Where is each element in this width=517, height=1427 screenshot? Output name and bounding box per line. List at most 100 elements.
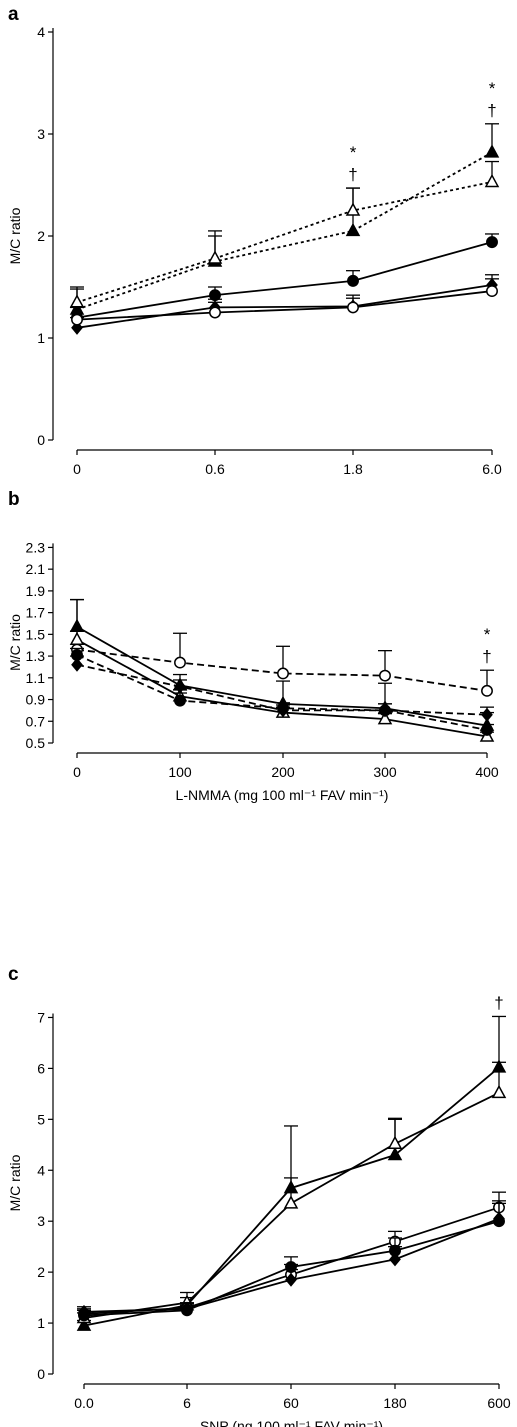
series-2: [77, 1191, 506, 1320]
data-point: [389, 1252, 401, 1267]
y-tick-label: 3: [37, 126, 45, 142]
data-point: [387, 1146, 403, 1161]
data-point: [78, 1304, 90, 1319]
x-tick-label: 6: [183, 1395, 191, 1411]
data-point: [484, 173, 500, 188]
panel-b: b 0.5 0.7 0.9 1.1 1.3 1.5 1.7 1.9 2.1 2.3 0 100 200 30…: [0, 485, 517, 960]
significance-mark: †: [494, 993, 503, 1012]
y-tick-label: 2.3: [26, 539, 46, 555]
data-point: [283, 1195, 299, 1209]
data-point: [71, 313, 83, 326]
data-point: [76, 1317, 92, 1331]
data-point: [486, 236, 498, 249]
series-line: [76, 284, 493, 329]
significance-mark: *: [484, 625, 491, 644]
y-tick-label: 1.3: [26, 648, 46, 664]
y-tick-label: 2: [37, 228, 45, 244]
y-axis-label: M/C ratio: [7, 1154, 23, 1211]
data-point: [486, 285, 498, 298]
data-point: [481, 724, 493, 736]
y-axis-label: M/C ratio: [7, 207, 23, 264]
x-tick-label: 100: [168, 764, 192, 780]
y-tick-label: 3: [37, 1213, 45, 1229]
significance-mark: †: [482, 647, 491, 666]
data-point: [347, 274, 359, 287]
series-4: [70, 278, 499, 326]
data-point: [345, 202, 361, 216]
data-point: [277, 667, 289, 680]
chart-b: b 0.5 0.7 0.9 1.1 1.3 1.5 1.7 1.9 2.1 2.3 0 100 200 30…: [7, 489, 499, 803]
data-point: [345, 222, 361, 237]
panel-label: b: [8, 489, 20, 510]
data-point: [379, 704, 391, 717]
y-tick-label: 1.5: [26, 626, 46, 642]
x-axis-label: Serotonin (ng 100 ml⁻¹ FAV min⁻¹): [177, 484, 391, 485]
chart-a: a 0 1 2 3 4 0 0.6 1.8 6.0 Serotonin (ng 100 ml⁻¹ F…: [7, 4, 502, 485]
x-tick-label: 400: [475, 764, 499, 780]
series-line: [76, 638, 488, 738]
data-point: [69, 618, 85, 632]
data-point: [209, 306, 221, 319]
significance-mark: †: [348, 165, 357, 184]
series-3: [77, 1202, 506, 1322]
data-point: [71, 649, 83, 661]
data-point: [71, 657, 83, 672]
x-tick-label: 600: [487, 1395, 511, 1411]
panel-label: a: [8, 4, 19, 25]
y-tick-label: 2.1: [26, 561, 46, 577]
y-tick-label: 2: [37, 1264, 45, 1280]
y-tick-label: 0: [37, 1366, 45, 1382]
series-0: [69, 123, 500, 315]
x-axis-label: SNP (ng 100 ml⁻¹ FAV min⁻¹): [200, 1418, 383, 1427]
data-point: [174, 656, 186, 669]
y-tick-label: 1: [37, 330, 45, 346]
data-point: [347, 301, 359, 314]
series-2: [69, 630, 495, 742]
y-tick-label: 4: [37, 24, 45, 40]
x-tick-label: 60: [283, 1395, 299, 1411]
data-point: [484, 144, 500, 158]
data-point: [277, 702, 289, 715]
data-point: [493, 1211, 505, 1226]
panel-a: a 0 1 2 3 4 0 0.6 1.8 6.0 Serotonin (ng 100 ml⁻¹ F…: [0, 0, 517, 485]
data-point: [491, 1084, 507, 1099]
significance-mark: *: [350, 143, 357, 162]
chart-c: c 0 1 2 3 4 5 6 7 0.0 6 60 180 600 SNP (ng 100 ml⁻¹ FA…: [7, 964, 511, 1427]
x-tick-label: 0.6: [205, 461, 225, 477]
x-axis-label: L-NMMA (mg 100 ml⁻¹ FAV min⁻¹): [176, 787, 389, 803]
series-line: [76, 290, 493, 321]
x-tick-label: 180: [383, 1395, 407, 1411]
data-point: [69, 631, 85, 646]
data-point: [181, 1301, 193, 1316]
y-tick-label: 0.7: [26, 713, 46, 729]
data-point: [377, 711, 393, 725]
x-tick-label: 200: [271, 764, 295, 780]
y-tick-label: 4: [37, 1162, 45, 1178]
y-tick-label: 1.1: [26, 670, 46, 686]
y-tick-label: 0.5: [26, 735, 46, 751]
data-point: [207, 250, 223, 264]
y-tick-label: 1.9: [26, 583, 46, 599]
x-tick-label: 0: [73, 461, 81, 477]
x-tick-label: 1.8: [343, 461, 363, 477]
series-4: [77, 1200, 506, 1319]
series-line: [76, 241, 493, 319]
y-tick-label: 0: [37, 432, 45, 448]
data-point: [69, 294, 85, 308]
data-point: [174, 694, 186, 707]
x-tick-label: 0.0: [74, 1395, 94, 1411]
significance-mark: *: [489, 79, 496, 98]
data-point: [481, 707, 493, 722]
panel-c: c 0 1 2 3 4 5 6 7 0.0 6 60 180 600 SNP (ng 100 ml⁻¹ FA…: [0, 960, 517, 1427]
data-point: [481, 684, 493, 697]
data-point: [285, 1272, 297, 1287]
y-tick-label: 7: [37, 1009, 45, 1025]
significance-mark: †: [487, 101, 496, 120]
data-point: [379, 669, 391, 682]
y-tick-label: 5: [37, 1111, 45, 1127]
y-tick-label: 6: [37, 1060, 45, 1076]
data-point: [387, 1135, 403, 1150]
y-tick-label: 1.7: [26, 605, 46, 621]
panel-label: c: [8, 964, 19, 985]
series-line: [76, 648, 488, 692]
